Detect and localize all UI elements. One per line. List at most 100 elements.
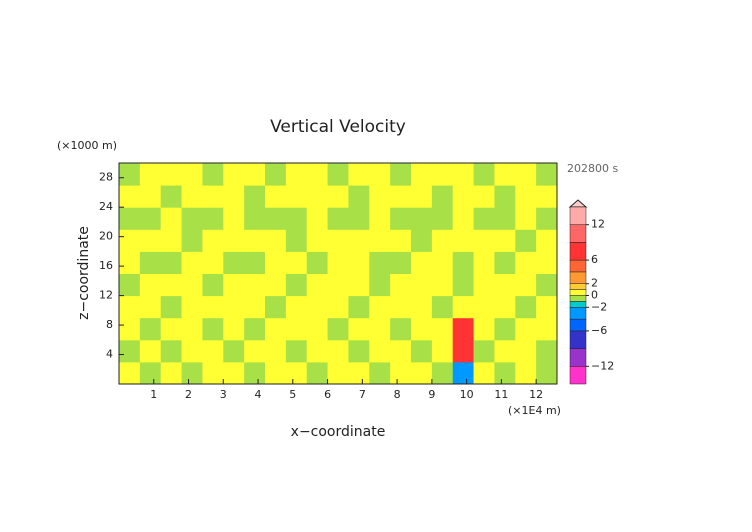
field-cell [473, 339, 495, 363]
field-cell [265, 317, 287, 341]
time-label: 202800 s [567, 162, 618, 175]
field-cell [285, 185, 308, 208]
field-cell [390, 207, 412, 230]
field-cell [494, 317, 516, 341]
field-cell [223, 317, 245, 341]
colorbar-tick-label: 2 [591, 277, 598, 290]
field-cell [452, 229, 475, 252]
field-cell [431, 361, 454, 385]
field-cell [139, 251, 162, 274]
field-cell [327, 229, 349, 252]
field-cell [431, 339, 454, 363]
field-cell [181, 207, 203, 230]
field-cell [223, 229, 245, 252]
field-cell [244, 251, 266, 274]
x-tick-label: 2 [185, 388, 192, 401]
field-cell [536, 295, 558, 319]
x-tick-label: 8 [394, 388, 401, 401]
field-cell [223, 273, 245, 297]
field-cell [139, 229, 162, 252]
field-cell [119, 207, 141, 230]
field-cell [390, 229, 412, 252]
field-cell [431, 251, 454, 274]
field-cell [411, 251, 433, 274]
field-cell [244, 339, 266, 363]
field-cell [431, 185, 454, 208]
field-cell [160, 295, 183, 319]
field-cell [202, 361, 224, 385]
field-cell [223, 295, 245, 319]
field-cell [181, 251, 203, 274]
field-cell [515, 229, 537, 252]
field-cell [390, 273, 412, 297]
x-tick-label: 5 [289, 388, 296, 401]
field-cell [160, 163, 183, 186]
field-cell [515, 295, 537, 319]
field-cell [119, 317, 141, 341]
field-cell [348, 339, 370, 363]
colorbar-tick-label: −12 [591, 359, 614, 372]
field-cell [494, 229, 516, 252]
field-cell [494, 295, 516, 319]
field-cell [285, 361, 308, 385]
field-cell [431, 317, 454, 341]
field-cell [202, 273, 224, 297]
field-cell [139, 295, 162, 319]
field-cell [306, 229, 329, 252]
field-cell [285, 251, 308, 274]
field-cell [431, 163, 454, 186]
colorbar-segment [569, 366, 587, 385]
field-cell [411, 295, 433, 319]
field-cell [348, 207, 370, 230]
field-cell [139, 339, 162, 363]
y-tick-label: 4 [106, 348, 113, 361]
field-cell [515, 339, 537, 363]
field-cell [390, 317, 412, 341]
field-cell [536, 361, 558, 385]
colorbar-segment [569, 307, 587, 320]
colorbar-segment [569, 206, 587, 225]
field-cell [327, 317, 349, 341]
field-cell [202, 163, 224, 186]
field-cell [181, 273, 203, 297]
field-cell [348, 295, 370, 319]
field-cell [306, 339, 329, 363]
y-tick-label: 12 [99, 289, 113, 302]
field-cell [369, 361, 391, 385]
field-cell [411, 207, 433, 230]
field-cell [369, 317, 391, 341]
field-cell [160, 229, 183, 252]
field-cell [119, 185, 141, 208]
field-cell [369, 229, 391, 252]
field-cell [265, 339, 287, 363]
y-tick-label: 28 [99, 171, 113, 184]
field-cell [285, 317, 308, 341]
field-cell [536, 339, 558, 363]
field-cell [348, 361, 370, 385]
field-cell [473, 361, 495, 385]
field-cell [452, 317, 475, 341]
field-cell [202, 339, 224, 363]
field-cell [473, 229, 495, 252]
field-cell [390, 163, 412, 186]
field-cell [494, 185, 516, 208]
field-cell [452, 185, 475, 208]
colorbar-segment [569, 271, 587, 284]
field-cell [515, 361, 537, 385]
field-cell [369, 207, 391, 230]
field-cell [139, 207, 162, 230]
field-cell [202, 251, 224, 274]
y-tick-label: 8 [106, 318, 113, 331]
field-cell [452, 163, 475, 186]
field-cell [244, 163, 266, 186]
field-cell [515, 251, 537, 274]
field-cell [390, 361, 412, 385]
field-cell [306, 251, 329, 274]
field-cell [265, 185, 287, 208]
x-tick-label: 6 [324, 388, 331, 401]
field-cell [390, 251, 412, 274]
colorbar-segment [569, 330, 587, 349]
field-cell [181, 339, 203, 363]
field-cell [181, 163, 203, 186]
field-cell [452, 273, 475, 297]
